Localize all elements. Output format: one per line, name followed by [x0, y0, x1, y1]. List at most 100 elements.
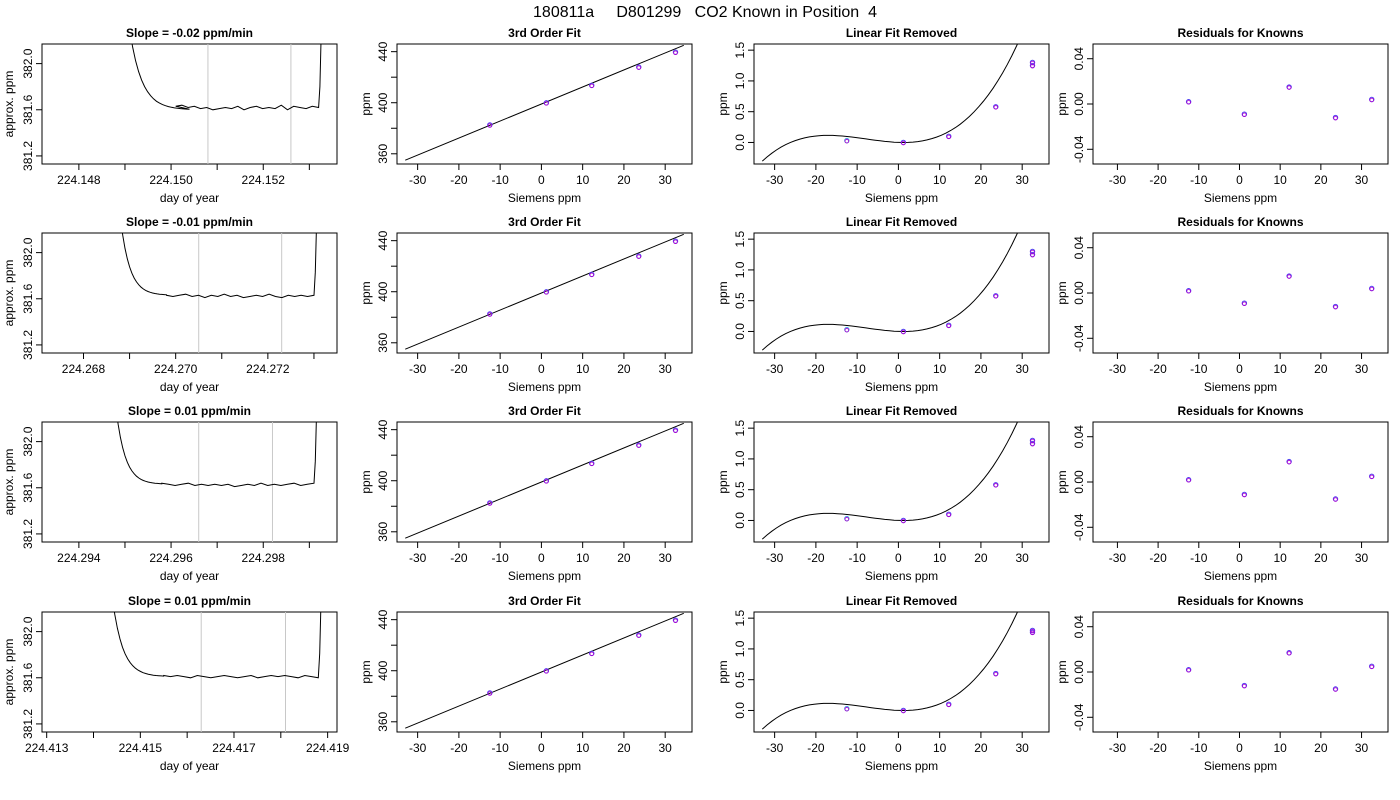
y-tick-label: 382.0: [21, 426, 35, 456]
point-marker-inner: [1369, 97, 1374, 103]
x-tick-label: 20: [617, 741, 631, 755]
x-tick-label: 20: [617, 551, 631, 565]
panel-title: Linear Fit Removed: [846, 26, 957, 40]
x-tick-label: 30: [659, 362, 673, 376]
panel-title: Residuals for Knowns: [1177, 215, 1303, 229]
y-tick-label: 381.6: [21, 662, 35, 692]
panel-3-1: Slope = 0.01 ppm/min 224.294 224.296 224.29…: [2, 404, 338, 583]
y-tick-label: 0.0: [733, 134, 747, 151]
plot-area: [761, 422, 1036, 540]
x-tick-label: 224.296: [149, 551, 193, 565]
point-marker-inner: [1030, 630, 1035, 636]
x-axis-label: Siemens ppm: [508, 380, 581, 394]
plot-frame: [753, 232, 1050, 354]
data-point: [589, 460, 595, 467]
point-marker-inner: [844, 328, 850, 333]
panel-title: Slope = 0.01 ppm/min: [128, 594, 251, 608]
data-point: [672, 617, 679, 623]
y-tick-label: 381.2: [21, 141, 35, 171]
data-point: [946, 133, 952, 140]
x-tick-label: -30: [409, 173, 427, 187]
y-tick-label: 400: [376, 92, 390, 112]
x-tick-label: 30: [1355, 551, 1369, 565]
y-tick-label: 0.5: [733, 671, 747, 688]
point-marker-inner: [1286, 274, 1292, 279]
y-tick-label: 440: [376, 419, 390, 439]
y-tick-label: 0.04: [1072, 615, 1086, 639]
point-marker-inner: [636, 443, 641, 448]
data-point: [487, 311, 493, 317]
y-tick-label: 0.00: [1072, 660, 1086, 684]
plot-frame: [396, 611, 693, 733]
data-point: [1332, 114, 1339, 121]
data-point: [946, 701, 952, 708]
y-tick-label: 1.0: [733, 72, 747, 89]
x-tick-label: -10: [848, 551, 866, 565]
x-tick-label: 30: [1016, 362, 1030, 376]
x-tick-label: 0: [895, 173, 902, 187]
point-marker-inner: [636, 65, 641, 70]
data-point: [636, 632, 642, 638]
x-tick-label: -30: [409, 551, 427, 565]
data-trace: [113, 612, 322, 679]
plot-area: [131, 44, 322, 164]
x-tick-label: 0: [538, 551, 545, 565]
point-marker-inner: [901, 140, 906, 146]
point-marker-inner: [1369, 286, 1374, 292]
y-tick-label: 360: [376, 711, 390, 731]
point-marker-inner: [589, 83, 594, 89]
point-marker-inner: [544, 479, 549, 484]
y-tick-label: 440: [376, 41, 390, 61]
x-tick-label: -20: [807, 741, 825, 755]
point-marker-inner: [673, 50, 678, 55]
data-point: [993, 670, 999, 677]
data-point: [1029, 627, 1036, 634]
y-tick-label: 0.0: [733, 323, 747, 340]
x-tick-label: 20: [617, 362, 631, 376]
y-tick-label: 0.00: [1072, 470, 1086, 494]
x-tick-label: 10: [1273, 173, 1287, 187]
point-marker-inner: [993, 671, 998, 677]
x-tick-label: 10: [576, 173, 590, 187]
x-axis-label: Siemens ppm: [865, 569, 938, 583]
x-tick-label: 224.272: [246, 362, 290, 376]
x-axis-label: Siemens ppm: [865, 191, 938, 205]
point-marker-inner: [636, 254, 641, 259]
y-tick-label: -0.04: [1072, 135, 1086, 163]
x-tick-label: 0: [895, 551, 902, 565]
data-point: [543, 100, 550, 106]
y-tick-label: 382.0: [21, 616, 35, 646]
point-marker-inner: [844, 139, 850, 144]
panel-3-3: Linear Fit Removed -30 -20 -10 0 10 20 30 0.0 0.5…: [716, 404, 1050, 583]
y-tick-label: 400: [376, 470, 390, 490]
x-tick-label: -10: [1190, 741, 1208, 755]
x-tick-label: -20: [1149, 551, 1167, 565]
x-tick-label: 224.268: [62, 362, 106, 376]
x-tick-label: -30: [766, 741, 784, 755]
figure-title: 180811a D801299 CO2 Known in Position 4: [533, 4, 877, 21]
x-tick-label: 10: [1273, 362, 1287, 376]
panel-title: 3rd Order Fit: [508, 404, 581, 418]
point-marker-inner: [1369, 474, 1374, 480]
x-tick-label: 10: [933, 741, 947, 755]
x-tick-label: 0: [1236, 173, 1243, 187]
panel-title: Residuals for Knowns: [1177, 594, 1303, 608]
y-axis-label: ppm: [716, 281, 730, 304]
panel-3-4: Residuals for Knowns -30 -20 -10 0 10 20 30 -0.0…: [1055, 404, 1389, 583]
x-axis-label: Siemens ppm: [508, 191, 581, 205]
x-tick-label: 0: [1236, 362, 1243, 376]
point-marker-inner: [1030, 438, 1035, 444]
plot-frame: [41, 611, 338, 733]
data-point: [1241, 682, 1248, 689]
point-marker-inner: [1242, 301, 1247, 306]
panel-4-4: Residuals for Knowns -30 -20 -10 0 10 20 30 -0.0…: [1055, 594, 1389, 773]
x-tick-label: 10: [576, 551, 590, 565]
data-point: [589, 650, 595, 657]
data-point: [589, 82, 595, 89]
fit-curve: [761, 44, 1019, 162]
point-marker-inner: [589, 272, 594, 278]
x-tick-label: -10: [1190, 173, 1208, 187]
data-point: [1369, 663, 1375, 670]
x-tick-label: 30: [1355, 741, 1369, 755]
y-tick-label: 440: [376, 230, 390, 250]
